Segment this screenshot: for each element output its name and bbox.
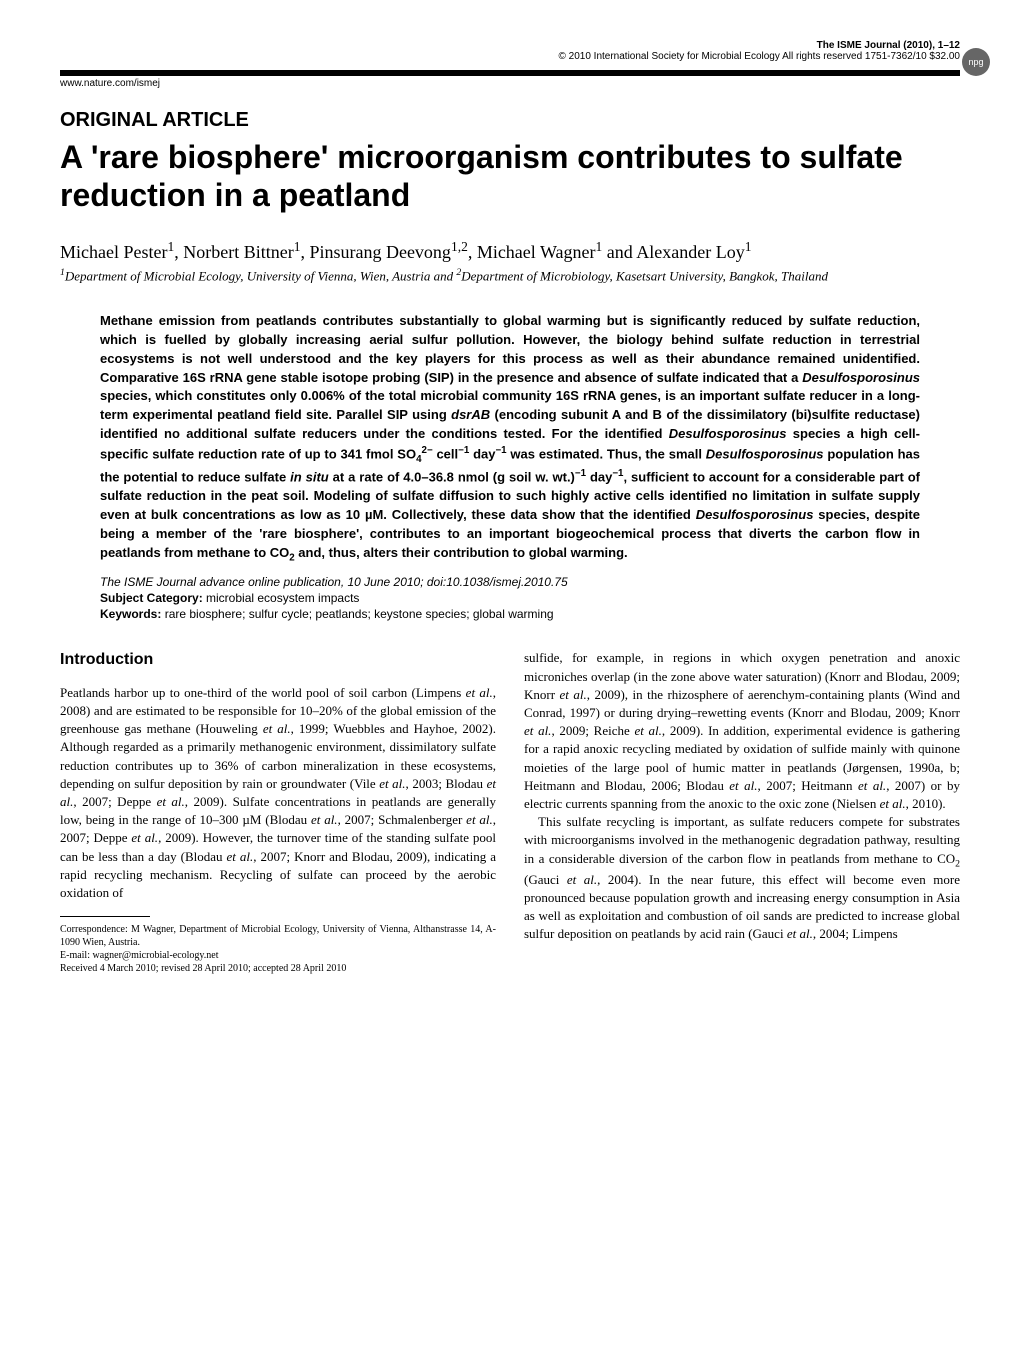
left-column: Introduction Peatlands harbor up to one-… — [60, 649, 496, 975]
affiliations: 1Department of Microbial Ecology, Univer… — [60, 267, 960, 284]
header: The ISME Journal (2010), 1–12 © 2010 Int… — [60, 40, 960, 62]
received-dates: Received 4 March 2010; revised 28 April … — [60, 962, 496, 975]
subject-label: Subject Category: — [100, 591, 203, 605]
authors: Michael Pester1, Norbert Bittner1, Pinsu… — [60, 239, 960, 263]
citation-line: The ISME Journal advance online publicat… — [100, 575, 920, 589]
email: E-mail: wagner@microbial-ecology.net — [60, 949, 496, 962]
article-title: A 'rare biosphere' microorganism contrib… — [60, 138, 960, 215]
copyright-line: © 2010 International Society for Microbi… — [60, 51, 960, 62]
keywords-line: Keywords: rare biosphere; sulfur cycle; … — [100, 607, 920, 621]
npg-badge-icon: npg — [962, 48, 990, 76]
page: The ISME Journal (2010), 1–12 © 2010 Int… — [0, 0, 1020, 1015]
section-heading-introduction: Introduction — [60, 649, 496, 671]
intro-para-1: Peatlands harbor up to one-third of the … — [60, 684, 496, 902]
subject-line: Subject Category: microbial ecosystem im… — [100, 591, 920, 605]
intro-para-1-cont: sulfide, for example, in regions in whic… — [524, 649, 960, 813]
subject-value: microbial ecosystem impacts — [203, 591, 360, 605]
correspondence: Correspondence: M Wagner, Department of … — [60, 923, 496, 949]
right-column: sulfide, for example, in regions in whic… — [524, 649, 960, 975]
keywords-label: Keywords: — [100, 607, 161, 621]
website-url: www.nature.com/ismej — [60, 78, 960, 89]
journal-name: The ISME Journal (2010), 1–12 — [817, 40, 960, 51]
abstract: Methane emission from peatlands contribu… — [100, 312, 920, 565]
intro-para-2: This sulfate recycling is important, as … — [524, 813, 960, 943]
article-type: ORIGINAL ARTICLE — [60, 109, 960, 132]
body-columns: Introduction Peatlands harbor up to one-… — [60, 649, 960, 975]
footnote-separator — [60, 916, 150, 917]
keywords-value: rare biosphere; sulfur cycle; peatlands;… — [161, 607, 553, 621]
journal-line: The ISME Journal (2010), 1–12 — [60, 40, 960, 51]
footnotes: Correspondence: M Wagner, Department of … — [60, 923, 496, 975]
header-rule — [60, 70, 960, 76]
